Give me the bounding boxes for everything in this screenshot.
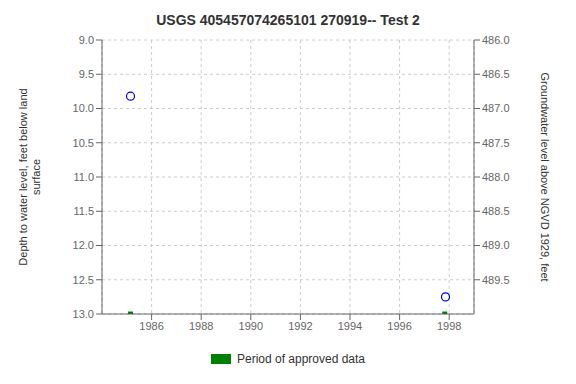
svg-text:9.0: 9.0 xyxy=(79,34,94,46)
svg-text:1988: 1988 xyxy=(189,320,213,332)
svg-text:10.5: 10.5 xyxy=(73,137,94,149)
svg-text:11.0: 11.0 xyxy=(73,171,94,183)
svg-text:1996: 1996 xyxy=(387,320,411,332)
svg-text:1994: 1994 xyxy=(338,320,362,332)
svg-text:9.5: 9.5 xyxy=(79,68,94,80)
svg-text:486.5: 486.5 xyxy=(482,68,510,80)
svg-text:12.0: 12.0 xyxy=(73,239,94,251)
svg-text:1998: 1998 xyxy=(437,320,461,332)
svg-text:1992: 1992 xyxy=(288,320,312,332)
svg-text:11.5: 11.5 xyxy=(73,205,94,217)
svg-text:486.0: 486.0 xyxy=(482,34,510,46)
svg-text:488.5: 488.5 xyxy=(482,205,510,217)
svg-text:487.5: 487.5 xyxy=(482,137,510,149)
html-text:Period of approved data: Period of approved data xyxy=(237,352,365,366)
html-text:Groundwater level above NGVD 1: Groundwater level above NGVD 1929, feet xyxy=(538,72,551,282)
svg-text:489.5: 489.5 xyxy=(482,274,510,286)
html-text:USGS 405457074265101 270919--: USGS 405457074265101 270919-- Test 2 xyxy=(156,12,420,28)
html-text:Depth to water level, feet bel: Depth to water level, feet below land su… xyxy=(17,88,42,266)
svg-text:12.5: 12.5 xyxy=(73,274,94,286)
svg-text:489.0: 489.0 xyxy=(482,239,510,251)
svg-text:1990: 1990 xyxy=(239,320,263,332)
svg-text:488.0: 488.0 xyxy=(482,171,510,183)
svg-text:13.0: 13.0 xyxy=(73,308,94,320)
svg-text:487.0: 487.0 xyxy=(482,102,510,114)
svg-text:1986: 1986 xyxy=(139,320,163,332)
svg-text:10.0: 10.0 xyxy=(73,102,94,114)
